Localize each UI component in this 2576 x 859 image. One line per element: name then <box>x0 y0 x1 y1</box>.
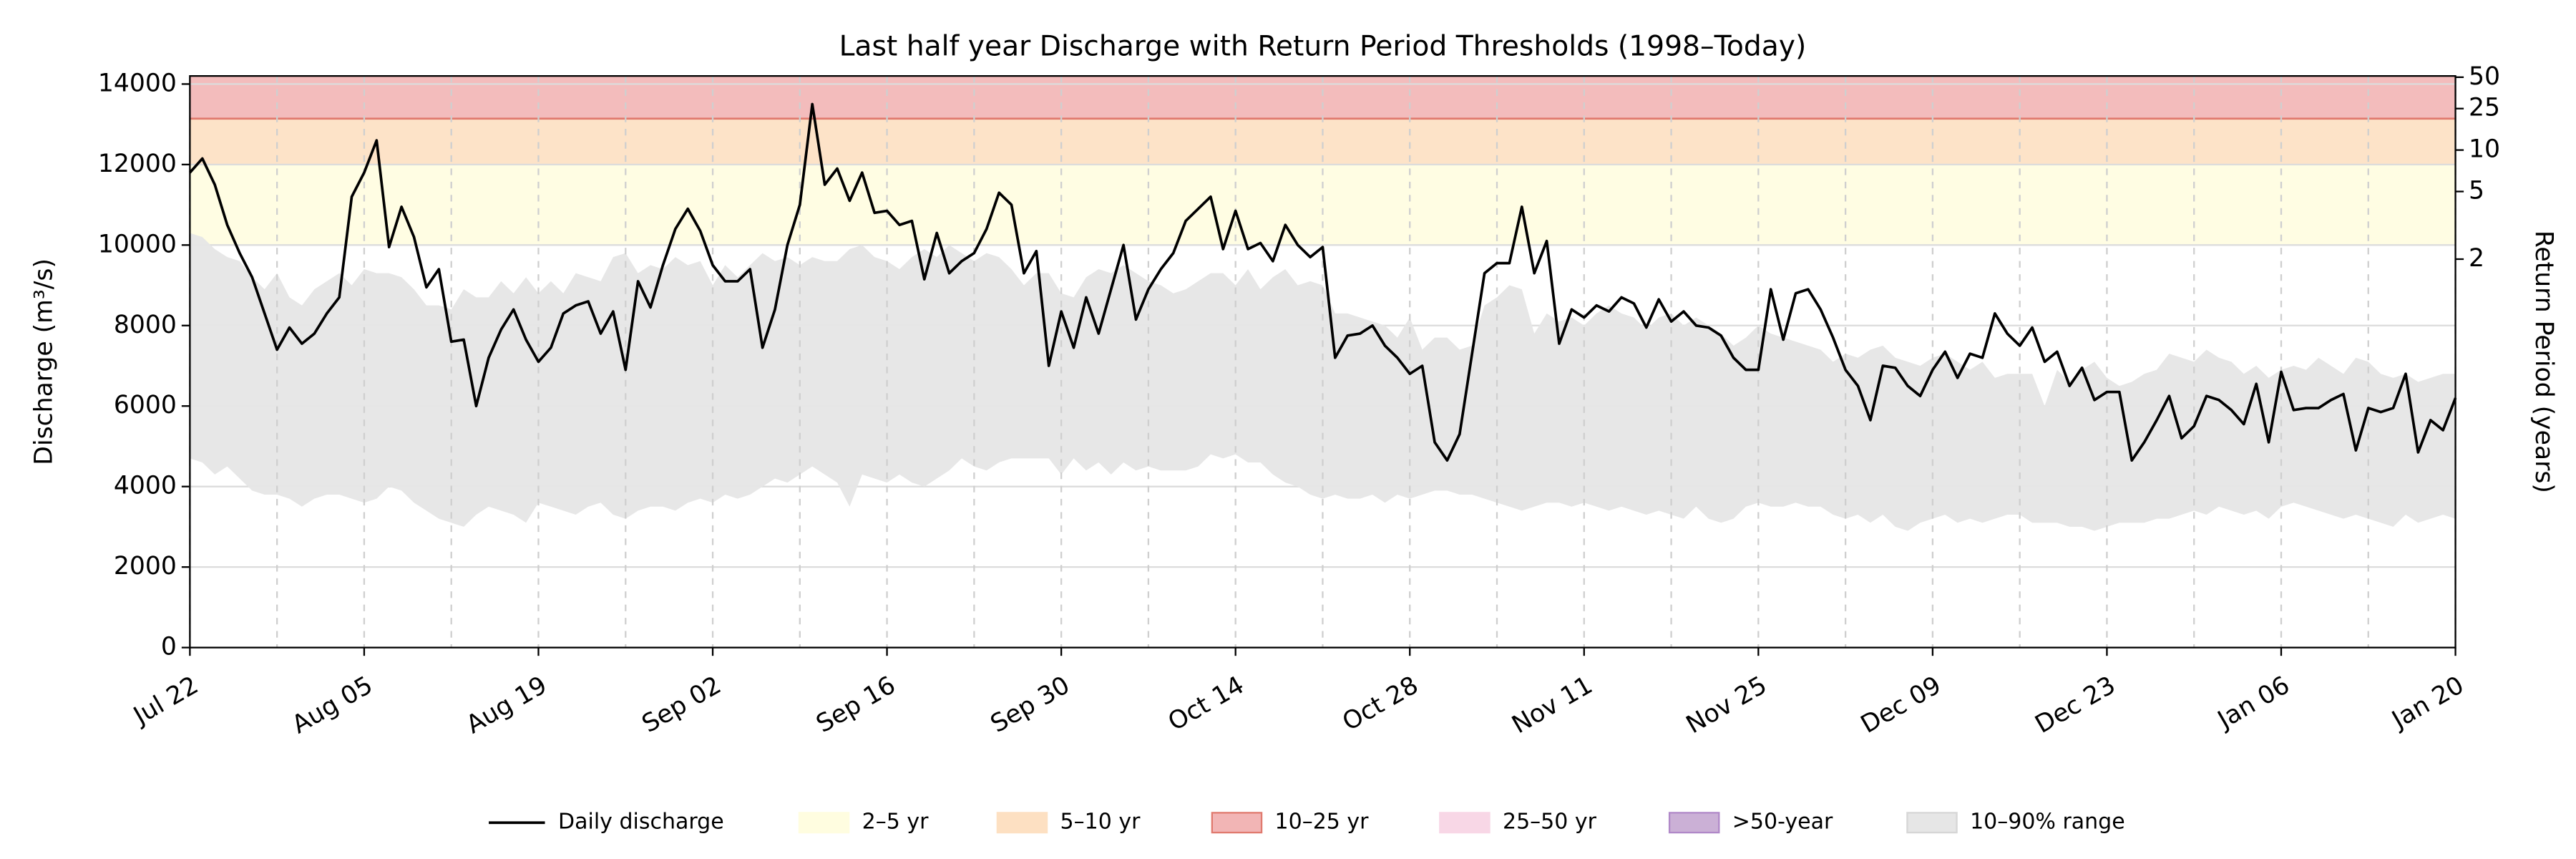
plot-frame <box>189 75 2457 649</box>
y2-tick-label: 10 <box>2469 135 2500 164</box>
y-tick-label: 12000 <box>98 150 177 178</box>
y-axis-label: Discharge (m³/s) <box>29 258 58 465</box>
y-tick-label: 0 <box>161 633 177 661</box>
threshold-band <box>190 76 2456 119</box>
y-tick-label: 8000 <box>114 311 177 339</box>
legend-label: 10–25 yr <box>1275 810 1370 835</box>
threshold-band <box>190 164 2456 246</box>
discharge-line <box>189 102 2457 462</box>
y2-tick-label: 2 <box>2469 244 2484 273</box>
legend-swatch <box>798 812 850 834</box>
chart-title: Last half year Discharge with Return Per… <box>839 30 1807 62</box>
legend-swatch <box>1668 812 1720 834</box>
y-tick-label: 2000 <box>114 552 177 581</box>
legend-label: 10–90% range <box>1970 810 2125 835</box>
legend-label: Daily discharge <box>558 810 724 835</box>
legend-label: 5–10 yr <box>1060 810 1141 835</box>
legend-label: 2–5 yr <box>862 810 929 835</box>
y-tick-label: 6000 <box>114 391 177 419</box>
legend-swatch <box>1439 812 1491 834</box>
y-tick-label: 10000 <box>98 230 177 258</box>
legend-swatch <box>1211 812 1263 834</box>
legend-swatch <box>996 812 1048 834</box>
y2-tick-label: 5 <box>2469 177 2484 205</box>
y2-tick-label: 50 <box>2469 62 2500 91</box>
legend-label: 25–50 yr <box>1503 810 1597 835</box>
y2-tick-label: 25 <box>2469 94 2500 122</box>
y-tick-label: 4000 <box>114 472 177 500</box>
legend-swatch <box>1906 812 1958 834</box>
legend-label: >50-year <box>1732 810 1833 835</box>
y-tick-label: 14000 <box>98 69 177 97</box>
y2-axis-label: Return Period (years) <box>2529 230 2558 493</box>
